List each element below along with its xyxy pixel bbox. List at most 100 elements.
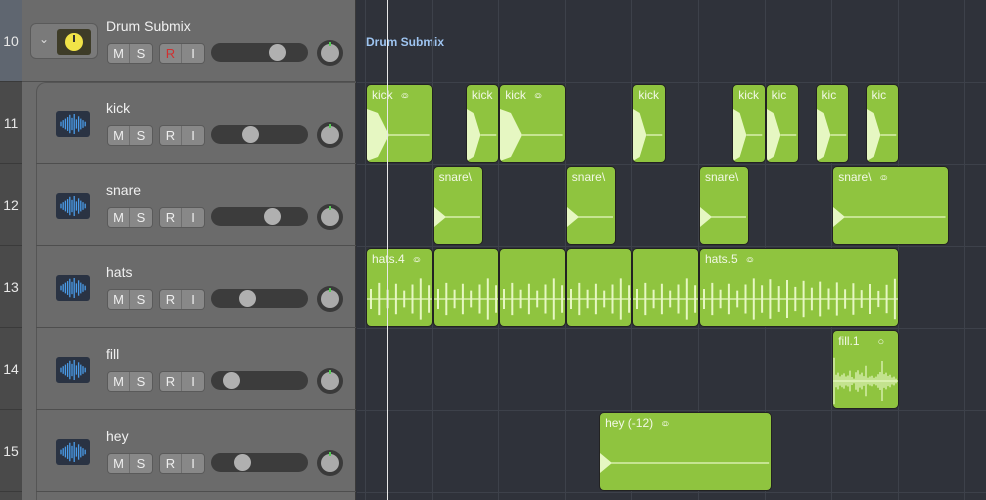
solo-button[interactable]: S (130, 44, 152, 63)
volume-slider-thumb[interactable] (241, 126, 259, 143)
region-label: hats.4 ○○ (372, 252, 422, 266)
audio-region[interactable]: snare\ (432, 166, 483, 245)
tuner-dial (65, 33, 83, 51)
waveform (367, 109, 430, 161)
waveform-icon (56, 439, 90, 465)
audio-region[interactable] (632, 248, 699, 327)
mute-button[interactable]: M (108, 126, 130, 145)
waveform (833, 357, 898, 405)
waveform (766, 109, 796, 161)
arrange-area[interactable]: Drum Submix kick ○○ kick kick ○○ kick kick kic k… (357, 0, 986, 500)
folder-region-label[interactable]: Drum Submix (366, 35, 445, 49)
track-header-drum-submix[interactable]: ⌄ Drum Submix M S R I (22, 0, 356, 82)
volume-slider[interactable] (211, 43, 308, 62)
pan-knob[interactable] (317, 286, 343, 312)
track-header-fill[interactable]: fill M S R I (36, 328, 356, 410)
track-header-kick[interactable]: kick M S R I (36, 82, 356, 164)
track-header-hey[interactable]: hey M S R I (36, 410, 356, 492)
audio-region[interactable]: hats.4 ○○ (366, 248, 433, 327)
region-name: kick (505, 88, 526, 102)
audio-region[interactable]: hats.5 ○○ (699, 248, 899, 327)
mute-button[interactable]: M (108, 208, 130, 227)
audio-region[interactable]: hey (-12) ○○ (599, 412, 773, 491)
audio-region[interactable]: snare\ ○○ (832, 166, 949, 245)
solo-button[interactable]: S (130, 208, 152, 227)
audio-region[interactable]: snare\ (565, 166, 616, 245)
pan-knob[interactable] (317, 122, 343, 148)
volume-slider[interactable] (211, 207, 308, 226)
input-monitor-button[interactable]: I (182, 208, 204, 227)
volume-slider[interactable] (211, 371, 308, 390)
pan-knob[interactable] (317, 40, 343, 66)
pan-knob[interactable] (317, 204, 343, 230)
region-name: hats.5 (705, 252, 738, 266)
region-label: snare\ (439, 170, 472, 184)
pan-knob[interactable] (317, 450, 343, 476)
solo-button[interactable]: S (130, 454, 152, 473)
volume-slider[interactable] (211, 289, 308, 308)
volume-slider-thumb[interactable] (238, 290, 256, 307)
audio-region[interactable]: kick (732, 84, 766, 163)
track-header-hats[interactable]: hats M S R I (36, 246, 356, 328)
audio-region[interactable]: kick (465, 84, 500, 163)
region-name: kic (821, 88, 837, 102)
audio-region[interactable]: fill.1 ○ (832, 330, 899, 409)
mute-button[interactable]: M (108, 290, 130, 309)
volume-slider-thumb[interactable] (222, 372, 240, 389)
folder-toggle[interactable]: ⌄ (30, 23, 98, 59)
waveform (466, 109, 497, 161)
waveform (833, 207, 946, 227)
mute-button[interactable]: M (108, 454, 130, 473)
region-name: hats.4 (372, 252, 405, 266)
mute-button[interactable]: M (108, 372, 130, 391)
track-header-snare[interactable]: snare M S R I (36, 164, 356, 246)
track-name: Drum Submix (106, 18, 191, 34)
mute-button[interactable]: M (108, 44, 130, 63)
record-button[interactable]: R (160, 372, 182, 391)
track-number: 10 (0, 0, 22, 82)
region-name: kick (471, 88, 493, 102)
record-button[interactable]: R (160, 44, 182, 63)
loop-icon: ○○ (412, 254, 422, 266)
input-monitor-button[interactable]: I (182, 290, 204, 309)
waveform (367, 278, 432, 320)
volume-slider-thumb[interactable] (268, 44, 286, 61)
waveform-icon (56, 193, 90, 219)
input-monitor-button[interactable]: I (182, 372, 204, 391)
region-name: snare\ (705, 170, 739, 184)
track-number: 12 (0, 164, 22, 246)
audio-region[interactable]: kick ○○ (366, 84, 433, 163)
audio-region[interactable] (499, 248, 566, 327)
input-monitor-button[interactable]: I (182, 44, 204, 63)
playhead[interactable] (387, 0, 388, 500)
solo-button[interactable]: S (130, 126, 152, 145)
volume-slider[interactable] (211, 125, 308, 144)
volume-slider[interactable] (211, 453, 308, 472)
record-button[interactable]: R (160, 290, 182, 309)
solo-button[interactable]: S (130, 372, 152, 391)
solo-button[interactable]: S (130, 290, 152, 309)
audio-region[interactable]: snare\ (699, 166, 749, 245)
audio-region[interactable] (565, 248, 633, 327)
waveform (700, 278, 898, 320)
audio-region[interactable]: kic (815, 84, 849, 163)
volume-slider-thumb[interactable] (264, 208, 282, 225)
audio-region[interactable]: kick ○○ (499, 84, 566, 163)
audio-region[interactable]: kic (765, 84, 799, 163)
audio-region[interactable] (432, 248, 500, 327)
tuner-icon (57, 29, 91, 55)
volume-slider-thumb[interactable] (233, 454, 251, 471)
audio-region[interactable]: kick (632, 84, 666, 163)
record-button[interactable]: R (160, 126, 182, 145)
pan-knob[interactable] (317, 368, 343, 394)
record-button[interactable]: R (160, 208, 182, 227)
record-button[interactable]: R (160, 454, 182, 473)
input-monitor-button[interactable]: I (182, 454, 204, 473)
input-monitor-button[interactable]: I (182, 126, 204, 145)
chevron-down-icon[interactable]: ⌄ (39, 32, 50, 46)
waveform (600, 453, 770, 473)
audio-region[interactable]: kic (865, 84, 899, 163)
